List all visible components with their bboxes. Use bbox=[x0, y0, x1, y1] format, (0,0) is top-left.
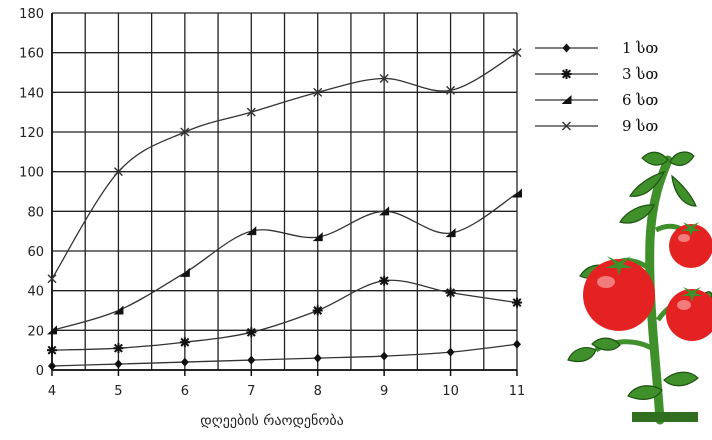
x-axis-label: დღეების რაოდენობა bbox=[200, 412, 343, 429]
data-point bbox=[113, 305, 124, 315]
x-tick-label: 6 bbox=[181, 384, 189, 399]
x-tick-label: 8 bbox=[314, 384, 322, 399]
data-point bbox=[180, 357, 189, 367]
legend-marker bbox=[561, 95, 572, 104]
y-tick-label: 120 bbox=[19, 126, 44, 141]
data-point bbox=[512, 297, 522, 308]
data-point bbox=[47, 325, 57, 335]
data-point bbox=[246, 226, 257, 236]
legend-label: 1 სთ bbox=[622, 39, 658, 57]
data-point bbox=[312, 305, 323, 316]
y-tick-label: 160 bbox=[19, 47, 44, 62]
data-point bbox=[246, 107, 256, 117]
legend-item: 3 სთ bbox=[535, 65, 658, 83]
data-point bbox=[48, 361, 56, 371]
legend-item: 6 სთ bbox=[535, 91, 658, 109]
y-tick-label: 100 bbox=[19, 166, 44, 181]
y-tick-label: 60 bbox=[27, 245, 44, 260]
data-point bbox=[380, 351, 389, 361]
y-tick-label: 140 bbox=[19, 86, 44, 101]
y-tick-label: 80 bbox=[27, 205, 44, 220]
data-point bbox=[312, 232, 323, 242]
data-point bbox=[179, 267, 190, 277]
data-point bbox=[180, 127, 190, 137]
data-point bbox=[247, 355, 256, 365]
legend-marker bbox=[562, 43, 571, 53]
x-tick-label: 11 bbox=[509, 384, 526, 399]
data-point bbox=[113, 167, 123, 177]
series-1 bbox=[48, 339, 521, 371]
data-point bbox=[113, 343, 124, 354]
series-line bbox=[51, 343, 518, 367]
x-tick-label: 7 bbox=[247, 384, 255, 399]
x-tick-label: 9 bbox=[380, 384, 388, 399]
series-3 bbox=[47, 188, 522, 335]
y-tick-label: 180 bbox=[19, 7, 44, 22]
series-2 bbox=[47, 275, 522, 356]
data-point bbox=[379, 206, 390, 216]
data-point bbox=[114, 359, 123, 369]
x-tick-label: 5 bbox=[114, 384, 122, 399]
data-point bbox=[512, 48, 522, 58]
data-point bbox=[179, 337, 190, 348]
legend-item: 1 სთ bbox=[535, 39, 658, 57]
tomato-plant-illustration bbox=[567, 151, 712, 425]
data-point bbox=[246, 327, 257, 338]
legend-label: 3 სთ bbox=[622, 65, 658, 83]
legend-item: 9 სთ bbox=[535, 117, 658, 135]
y-tick-label: 40 bbox=[27, 285, 44, 300]
data-point bbox=[379, 73, 389, 83]
data-point bbox=[379, 275, 390, 286]
y-tick-labels: 0 20 40 60 80 100 120 140 160 180 bbox=[19, 7, 44, 379]
chart-grid bbox=[51, 12, 518, 371]
x-tick-label: 10 bbox=[442, 384, 459, 399]
chart-axes bbox=[51, 13, 518, 376]
data-point bbox=[446, 347, 455, 357]
series-line bbox=[51, 279, 518, 351]
data-point bbox=[313, 353, 322, 363]
x-tick-label: 4 bbox=[48, 384, 56, 399]
legend-label: 6 სთ bbox=[622, 91, 658, 109]
chart-series bbox=[47, 48, 522, 371]
data-point bbox=[445, 287, 456, 298]
data-point bbox=[446, 85, 456, 95]
y-tick-label: 0 bbox=[36, 364, 44, 379]
y-tick-label: 20 bbox=[27, 324, 44, 339]
data-point bbox=[445, 228, 456, 238]
data-point bbox=[513, 339, 521, 349]
series-4 bbox=[47, 48, 522, 284]
legend-marker bbox=[562, 121, 571, 131]
chart-legend: 1 სთ 3 სთ 6 სთ 9 სთ bbox=[535, 39, 658, 135]
data-point bbox=[512, 188, 522, 198]
data-point bbox=[47, 274, 57, 284]
legend-label: 9 სთ bbox=[622, 117, 658, 135]
data-point bbox=[313, 87, 323, 97]
legend-marker bbox=[561, 69, 572, 79]
data-point bbox=[47, 345, 57, 356]
x-tick-labels: 4 5 6 7 8 9 10 11 bbox=[48, 384, 525, 399]
series-line bbox=[51, 192, 518, 331]
